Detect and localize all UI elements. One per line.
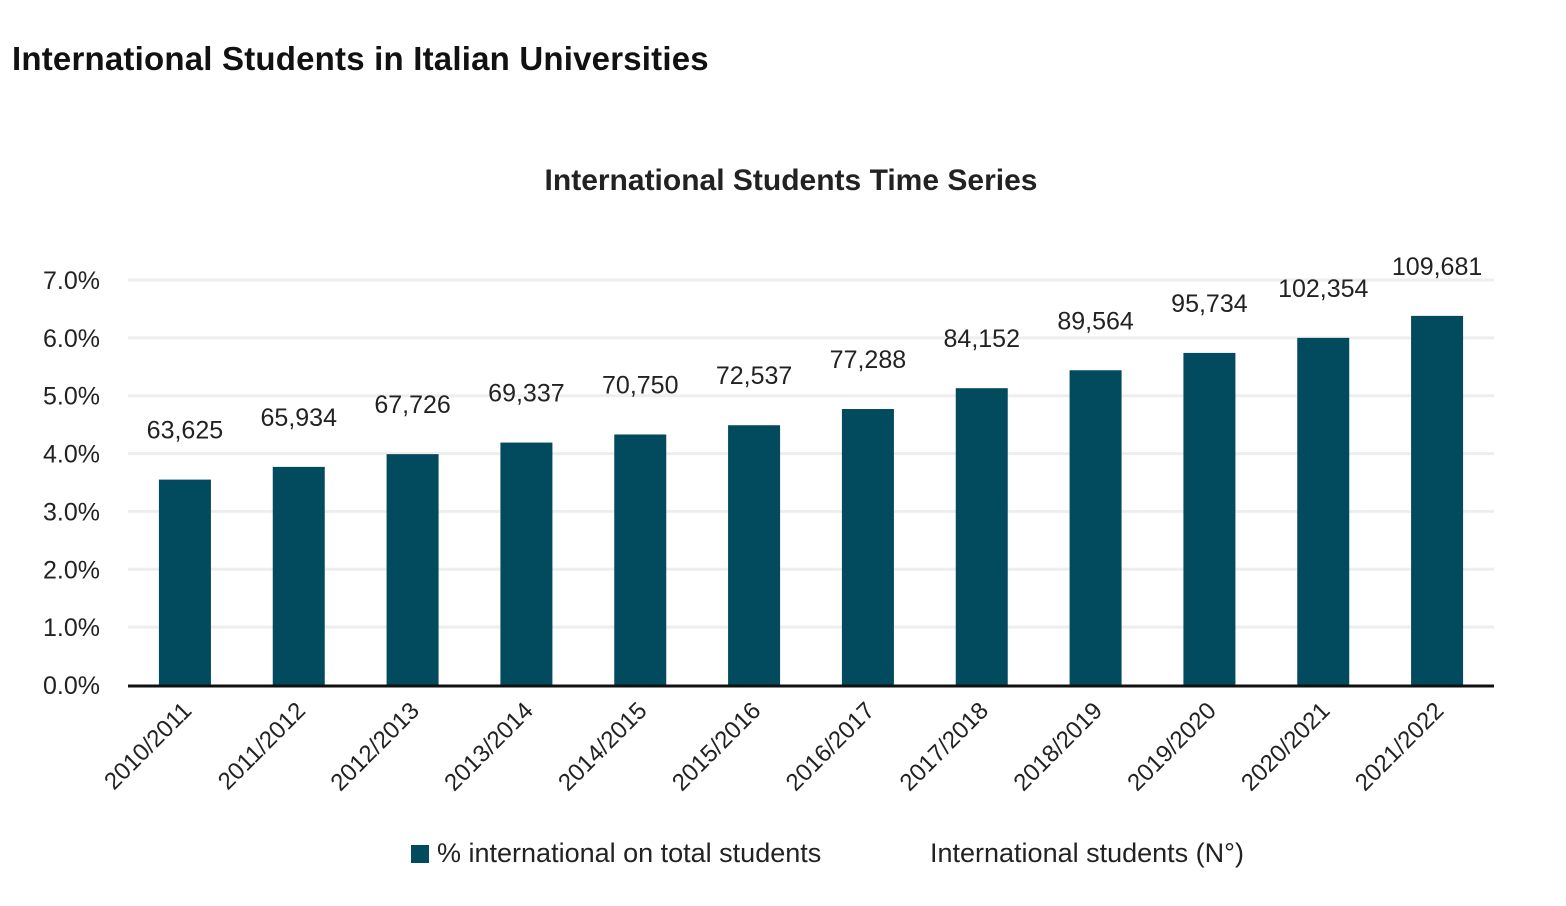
x-tick-label: 2011/2012 <box>213 697 311 795</box>
x-tick-label: 2021/2022 <box>1350 697 1449 796</box>
data-label: 109,681 <box>1392 253 1482 281</box>
data-label: 63,625 <box>147 417 223 445</box>
bar <box>158 479 211 685</box>
x-tick-label: 2012/2013 <box>326 697 425 796</box>
bar <box>728 425 781 685</box>
x-tick-label: 2018/2019 <box>1009 697 1108 796</box>
y-tick-label: 0.0% <box>43 672 100 700</box>
y-tick-label: 7.0% <box>43 267 100 295</box>
x-tick-label: 2016/2017 <box>781 697 880 796</box>
y-tick-label: 2.0% <box>43 556 100 584</box>
y-tick-label: 1.0% <box>43 614 100 642</box>
page-title: International Students in Italian Univer… <box>12 40 709 77</box>
data-label: 77,288 <box>830 346 906 374</box>
bar <box>1411 315 1464 685</box>
data-label: 102,354 <box>1278 275 1368 303</box>
data-label: 72,537 <box>716 362 792 390</box>
data-label: 70,750 <box>602 371 678 399</box>
y-tick-label: 3.0% <box>43 498 100 526</box>
bar <box>500 442 553 685</box>
data-label: 95,734 <box>1171 290 1248 318</box>
bar <box>955 388 1008 685</box>
data-label: 69,337 <box>488 380 564 408</box>
x-tick-label: 2017/2018 <box>895 697 994 796</box>
x-tick-label: 2013/2014 <box>439 697 538 796</box>
x-tick-label: 2015/2016 <box>667 697 766 796</box>
data-label: 89,564 <box>1057 307 1134 335</box>
chart-legend: % international on total students Intern… <box>0 838 1566 878</box>
y-tick-label: 6.0% <box>43 325 100 353</box>
x-tick-label: 2020/2021 <box>1236 697 1335 796</box>
bar <box>1069 370 1122 685</box>
legend-swatch-percent <box>411 844 429 863</box>
bar <box>386 454 439 685</box>
chart-title: International Students Time Series <box>544 164 1038 197</box>
y-tick-label: 5.0% <box>43 383 100 411</box>
legend-label-count: International students (N°) <box>930 838 1244 868</box>
y-tick-label: 4.0% <box>43 441 100 469</box>
data-label: 84,152 <box>944 325 1020 353</box>
legend-item-percent[interactable]: % international on total students <box>411 838 821 869</box>
x-tick-label: 2014/2015 <box>553 697 652 796</box>
x-tick-label: 2010/2011 <box>99 697 197 795</box>
bar <box>1183 352 1236 685</box>
bar <box>614 434 667 685</box>
bar <box>1297 337 1350 685</box>
data-label: 65,934 <box>261 404 338 432</box>
bar <box>272 466 325 685</box>
x-tick-label: 2019/2020 <box>1122 697 1221 796</box>
legend-label-percent: % international on total students <box>437 838 822 868</box>
bar-chart: 0.0% 1.0% 2.0% 3.0% 4.0% 5.0% 6.0% 7.0% 63,625 20… <box>43 253 1494 796</box>
data-label: 67,726 <box>374 391 450 419</box>
bar <box>841 409 894 685</box>
legend-item-count[interactable]: International students (N°) <box>930 838 1244 869</box>
